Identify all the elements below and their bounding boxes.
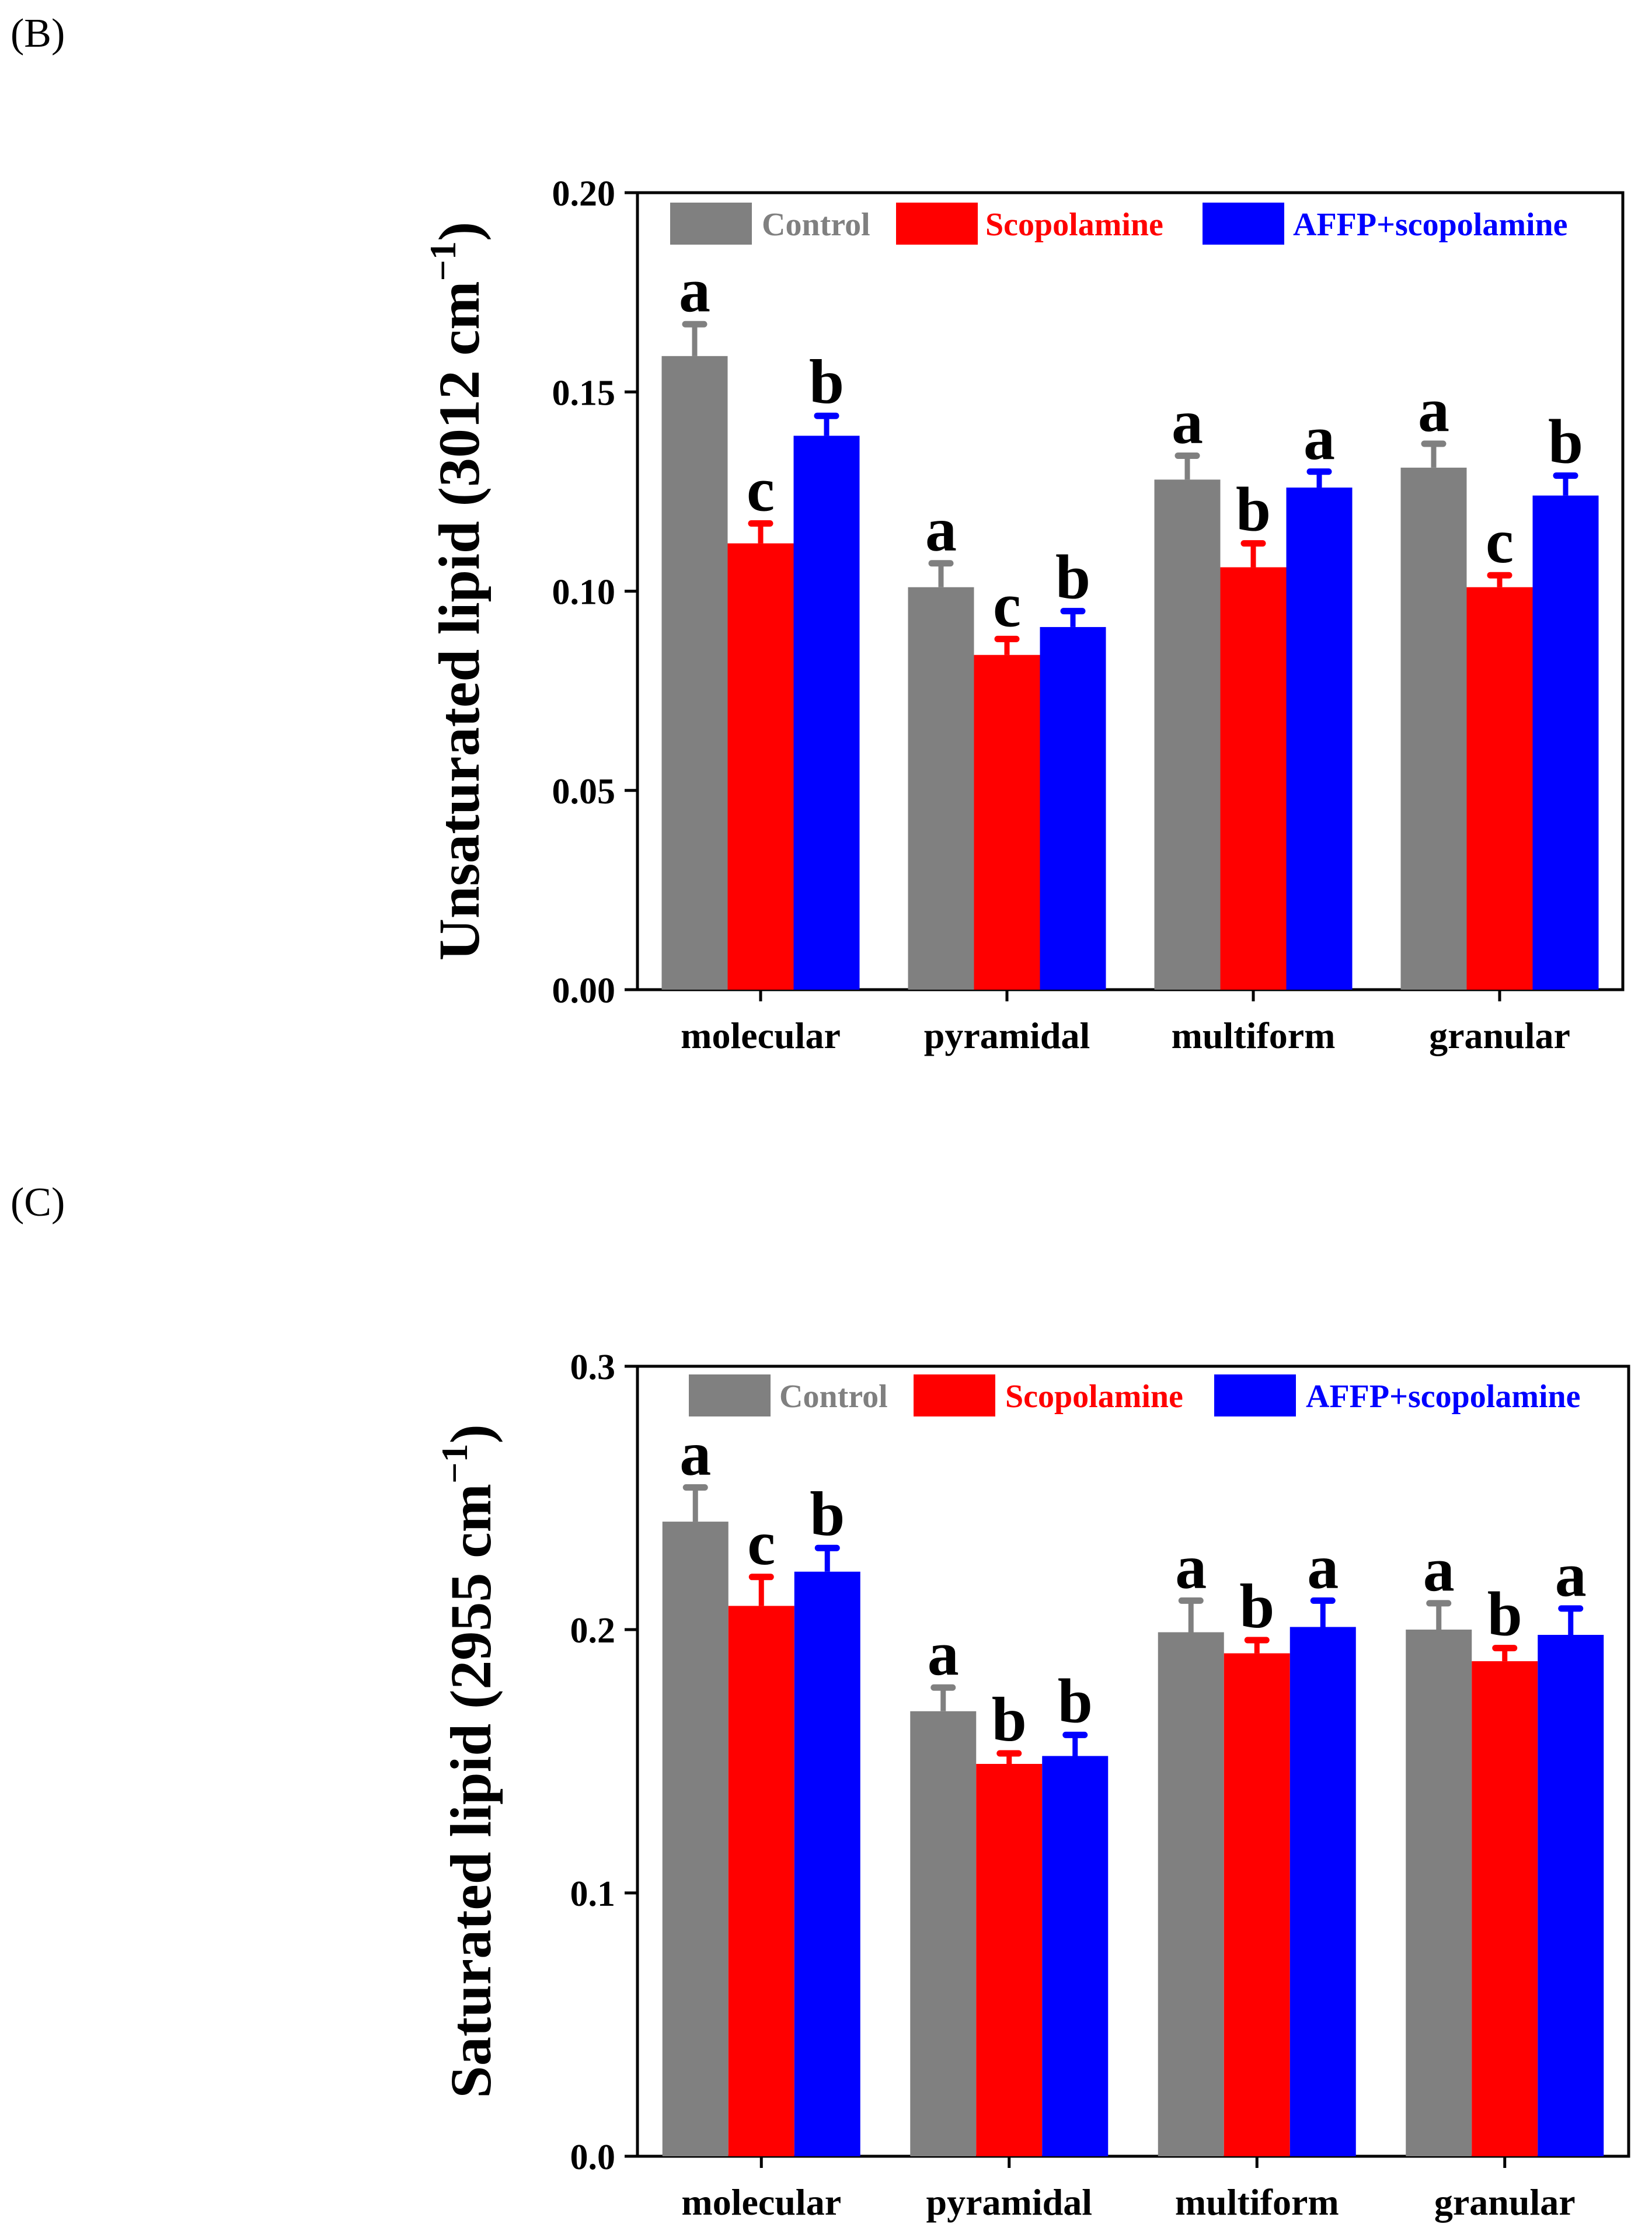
bar-multiform-scopolamine <box>1224 1653 1290 2156</box>
bar-granular-scopolamine <box>1466 587 1533 990</box>
x-tick-label: granular <box>1429 1015 1570 1056</box>
x-tick-label: pyramidal <box>924 1015 1090 1056</box>
bar-molecular-control <box>661 356 728 990</box>
bar-molecular-scopolamine <box>727 543 794 990</box>
significance-letter: c <box>993 570 1021 640</box>
bar-pyramidal-affp-scopolamine <box>1040 626 1106 990</box>
y-tick-label: 0.10 <box>552 573 616 612</box>
significance-letter: a <box>679 256 710 325</box>
bar-multiform-control <box>1158 1632 1224 2156</box>
y-axis-label-superscript: −1 <box>422 241 463 281</box>
x-tick-label: molecular <box>681 2181 841 2223</box>
significance-letter: b <box>1548 408 1583 477</box>
bar-molecular-scopolamine <box>728 1606 794 2156</box>
bar-multiform-scopolamine <box>1220 567 1287 990</box>
bar-pyramidal-scopolamine <box>976 1764 1043 2156</box>
significance-letter: c <box>1486 507 1514 576</box>
legend-label: Scopolamine <box>1005 1379 1183 1415</box>
significance-letter: a <box>1304 403 1335 473</box>
y-axis-label-close: ) <box>438 1424 503 1443</box>
significance-letter: c <box>747 455 775 524</box>
bar-granular-affp-scopolamine <box>1538 1635 1604 2156</box>
x-tick-label: multiform <box>1172 1015 1336 1056</box>
bar-granular-control <box>1400 467 1467 990</box>
significance-letter: a <box>928 1619 959 1689</box>
legend-label: Control <box>779 1379 888 1415</box>
y-tick-label: 0.05 <box>552 772 616 812</box>
legend-swatch <box>689 1374 771 1416</box>
significance-letter: b <box>1239 1572 1274 1641</box>
significance-letter: a <box>679 1419 711 1488</box>
legend-swatch <box>1203 203 1284 245</box>
y-tick-label: 0.2 <box>570 1611 616 1651</box>
significance-letter: a <box>925 495 957 565</box>
significance-letter: c <box>747 1509 775 1578</box>
bar-granular-affp-scopolamine <box>1532 495 1599 990</box>
x-tick-label: multiform <box>1175 2181 1339 2223</box>
legend-label: Scopolamine <box>985 207 1163 243</box>
x-tick-label: granular <box>1434 2181 1576 2223</box>
significance-letter: b <box>1236 475 1271 545</box>
y-axis-label-main: Unsaturated lipid (3012 cm <box>427 281 492 960</box>
legend-label: AFFP+scopolamine <box>1306 1379 1581 1415</box>
significance-letter: b <box>809 347 844 417</box>
significance-letter: a <box>1172 387 1203 457</box>
bar-molecular-control <box>662 1522 729 2156</box>
bar-pyramidal-control <box>910 1711 977 2156</box>
significance-letter: a <box>1175 1532 1207 1602</box>
panel-c-label: (C) <box>11 1180 65 1225</box>
significance-letter: a <box>1418 375 1449 445</box>
legend-swatch <box>896 203 978 245</box>
y-tick-label: 0.1 <box>570 1874 616 1914</box>
significance-letter: a <box>1555 1540 1587 1610</box>
y-tick-label: 0.0 <box>570 2138 616 2177</box>
significance-letter: a <box>1423 1535 1455 1604</box>
bar-multiform-affp-scopolamine <box>1286 488 1353 990</box>
bar-multiform-control <box>1154 479 1221 990</box>
significance-letter: b <box>1055 543 1090 612</box>
y-tick-label: 0.3 <box>570 1348 616 1387</box>
y-axis-label: Unsaturated lipid (3012 cm−1) <box>422 222 492 961</box>
significance-letter: a <box>1307 1532 1339 1602</box>
legend-label: Control <box>762 207 870 243</box>
legend-label: AFFP+scopolamine <box>1293 207 1568 243</box>
legend-swatch <box>670 203 752 245</box>
bar-pyramidal-affp-scopolamine <box>1042 1756 1109 2156</box>
x-tick-label: pyramidal <box>926 2181 1092 2223</box>
panel-b-label: (B) <box>11 11 65 56</box>
legend-swatch <box>1214 1374 1296 1416</box>
bar-granular-control <box>1406 1630 1472 2156</box>
significance-letter: b <box>1058 1666 1093 1736</box>
significance-letter: b <box>1487 1580 1522 1649</box>
y-axis-label-main: Saturated lipid (2955 cm <box>438 1484 503 2098</box>
y-axis-label-superscript: −1 <box>434 1444 475 1484</box>
bar-granular-scopolamine <box>1472 1661 1538 2156</box>
plot-frame <box>636 1365 1630 2158</box>
x-tick-label: molecular <box>681 1015 841 1056</box>
y-tick-label: 0.15 <box>552 373 616 413</box>
y-tick-label: 0.00 <box>552 971 616 1011</box>
bar-molecular-affp-scopolamine <box>794 1571 860 2156</box>
bar-molecular-affp-scopolamine <box>793 436 860 990</box>
y-axis-label-close: ) <box>427 222 492 241</box>
significance-letter: b <box>992 1685 1027 1755</box>
legend-swatch <box>914 1374 995 1416</box>
bar-multiform-affp-scopolamine <box>1289 1627 1356 2156</box>
y-tick-label: 0.20 <box>552 174 616 214</box>
y-axis-label: Saturated lipid (2955 cm−1) <box>434 1424 503 2098</box>
bar-pyramidal-scopolamine <box>974 655 1040 990</box>
bar-pyramidal-control <box>908 587 974 990</box>
significance-letter: b <box>810 1480 845 1549</box>
